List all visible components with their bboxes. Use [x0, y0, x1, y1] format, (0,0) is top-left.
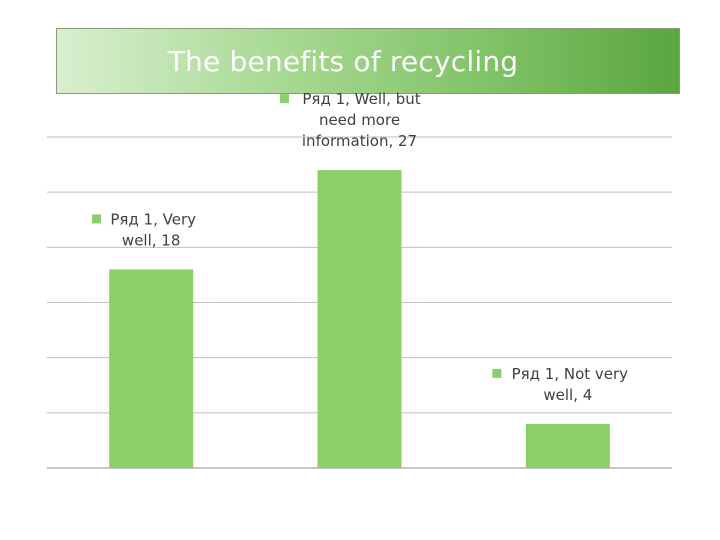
data-label-line: Ряд 1, Not very	[512, 365, 629, 383]
data-label-line: well, 18	[122, 231, 180, 249]
data-label-line: well, 4	[543, 386, 592, 404]
chart-title: The benefits of recycling	[167, 44, 519, 78]
data-label: Ряд 1, Very well, 18	[92, 210, 196, 249]
bar	[317, 170, 402, 468]
data-label: Ряд 1, Well, but need more information, 27	[279, 90, 421, 150]
data-label: Ряд 1, Not very well, 4	[492, 365, 628, 404]
chart-title-banner: The benefits of recycling	[56, 28, 680, 94]
bar	[525, 423, 610, 468]
legend-key-icon	[492, 368, 502, 378]
bar	[109, 269, 194, 468]
legend-key-icon	[92, 214, 102, 224]
data-label-line: Ряд 1, Very	[110, 210, 196, 228]
data-label-line: Ряд 1, Well, but	[302, 90, 420, 108]
data-label-line: information, 27	[302, 132, 417, 150]
legend-key-icon	[279, 94, 289, 104]
data-label-line: need more	[319, 111, 400, 129]
